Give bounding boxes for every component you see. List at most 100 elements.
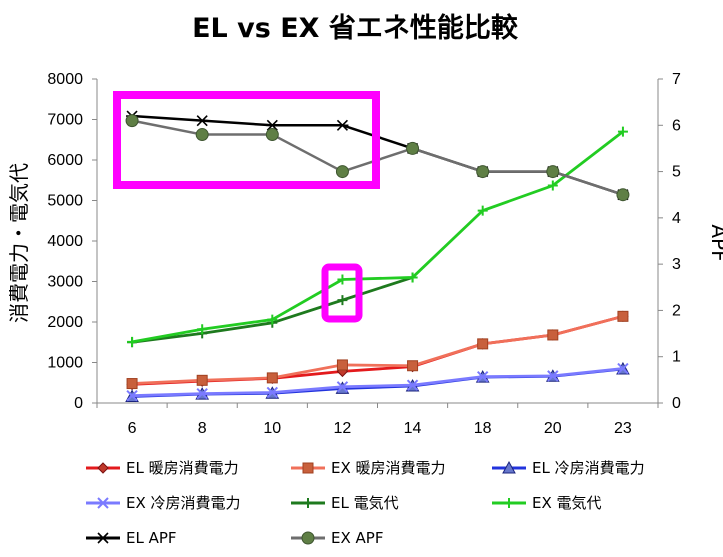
legend-marker [502, 460, 516, 474]
legend-marker [504, 498, 514, 508]
y-tick-label: 1000 [47, 355, 83, 372]
y2-tick-label: 1 [672, 349, 681, 366]
data-point [617, 362, 629, 375]
data-point [195, 128, 209, 142]
x-tick-label: 8 [198, 420, 207, 437]
data-point [407, 360, 419, 372]
series-line [131, 314, 624, 386]
x-tick-label: 14 [404, 420, 422, 437]
highlight-box-apf [113, 91, 380, 189]
y-axis-title: 消費電力・電気代 [7, 163, 31, 323]
legend-marker [97, 532, 109, 544]
x-tick-label: 18 [474, 420, 492, 437]
legend-marker [301, 531, 315, 545]
data-point [126, 390, 138, 402]
x-tick-label: 20 [544, 420, 562, 437]
legend-marker [303, 498, 313, 508]
data-point [265, 128, 279, 142]
data-point [267, 314, 278, 325]
series-3 [126, 362, 629, 402]
data-point [126, 378, 138, 390]
legend-item: EX 冷房消費電力 [86, 494, 241, 512]
series-line [131, 130, 624, 344]
y-tick-label: 5000 [47, 193, 83, 210]
data-point [406, 379, 419, 391]
y2-tick-label: 4 [672, 210, 681, 227]
x-tick-label: 10 [263, 420, 281, 437]
data-point [477, 338, 489, 350]
legend-label: EX 冷房消費電力 [126, 494, 241, 512]
y-tick-label: 7000 [47, 112, 83, 129]
y2-tick-label: 5 [672, 164, 681, 181]
y-tick-label: 4000 [47, 233, 83, 250]
legend-item: EL 冷房消費電力 [492, 459, 645, 477]
data-point [406, 141, 420, 155]
series-line [131, 314, 624, 385]
y-tick-label: 8000 [47, 71, 83, 88]
y-tick-label: 2000 [47, 314, 83, 331]
data-point [266, 119, 279, 131]
legend-item: EX 電気代 [492, 494, 602, 512]
y2-tick-label: 7 [672, 71, 681, 88]
y2-tick-label: 3 [672, 256, 681, 273]
legend-item: EL APF [86, 529, 177, 547]
series-5 [127, 126, 628, 347]
y-tick-label: 6000 [47, 152, 83, 169]
legend-label: EX 暖房消費電力 [331, 459, 446, 477]
y-tick-label: 3000 [47, 274, 83, 291]
y-tick-label: 0 [74, 395, 83, 412]
legend-item: EX 暖房消費電力 [291, 459, 446, 477]
data-point [266, 372, 278, 384]
data-point [546, 165, 560, 179]
data-point [335, 165, 349, 179]
data-point [266, 386, 279, 399]
y2-axis-title: APF [707, 224, 723, 261]
data-point [196, 387, 208, 400]
legend-marker [97, 497, 109, 509]
x-tick-label: 23 [614, 420, 632, 437]
data-point [477, 205, 488, 216]
legend-marker [302, 462, 314, 474]
y2-tick-label: 6 [672, 117, 681, 134]
data-point [547, 329, 559, 341]
data-point [127, 336, 138, 347]
data-point [336, 119, 349, 131]
chart-title: EL vs EX 省エネ性能比較 [192, 12, 519, 44]
data-point [616, 188, 630, 202]
legend-label: EL 冷房消費電力 [532, 459, 645, 477]
legend-label: EX APF [331, 529, 383, 547]
data-point [196, 374, 208, 386]
legend-label: EL APF [126, 529, 177, 547]
data-point [337, 274, 348, 285]
data-point [125, 114, 139, 128]
data-point [336, 381, 349, 393]
data-point [547, 180, 558, 191]
data-point [337, 295, 348, 306]
series-line [131, 276, 413, 344]
data-point [336, 359, 348, 371]
series-line [132, 367, 624, 398]
data-point [617, 126, 628, 137]
legend-label: EL 電気代 [331, 494, 399, 512]
legend: EL 暖房消費電力 EX 暖房消費電力 EL 冷房消費電力 EX 冷房消費電力 EL 電… [86, 459, 645, 547]
legend-label: EX 電気代 [532, 494, 602, 512]
x-tick-label: 6 [128, 420, 137, 437]
legend-item: EX APF [291, 529, 383, 547]
series-1 [126, 310, 629, 390]
y2-tick-label: 2 [672, 302, 681, 319]
legend-item: EL 暖房消費電力 [86, 459, 239, 477]
legend-label: EL 暖房消費電力 [126, 459, 239, 477]
data-point [196, 115, 209, 127]
highlight-box-12 [321, 263, 363, 323]
axes: 0100020003000400050006000700080000123456… [47, 71, 681, 437]
legend-marker [97, 462, 109, 474]
x-tick-label: 12 [334, 420, 352, 437]
data-point [197, 324, 208, 335]
y2-tick-label: 0 [672, 395, 681, 412]
data-point [547, 370, 559, 382]
legend-item: EL 電気代 [291, 494, 399, 512]
data-point [476, 370, 489, 383]
highlight-layer [113, 91, 380, 323]
data-point [476, 165, 490, 179]
